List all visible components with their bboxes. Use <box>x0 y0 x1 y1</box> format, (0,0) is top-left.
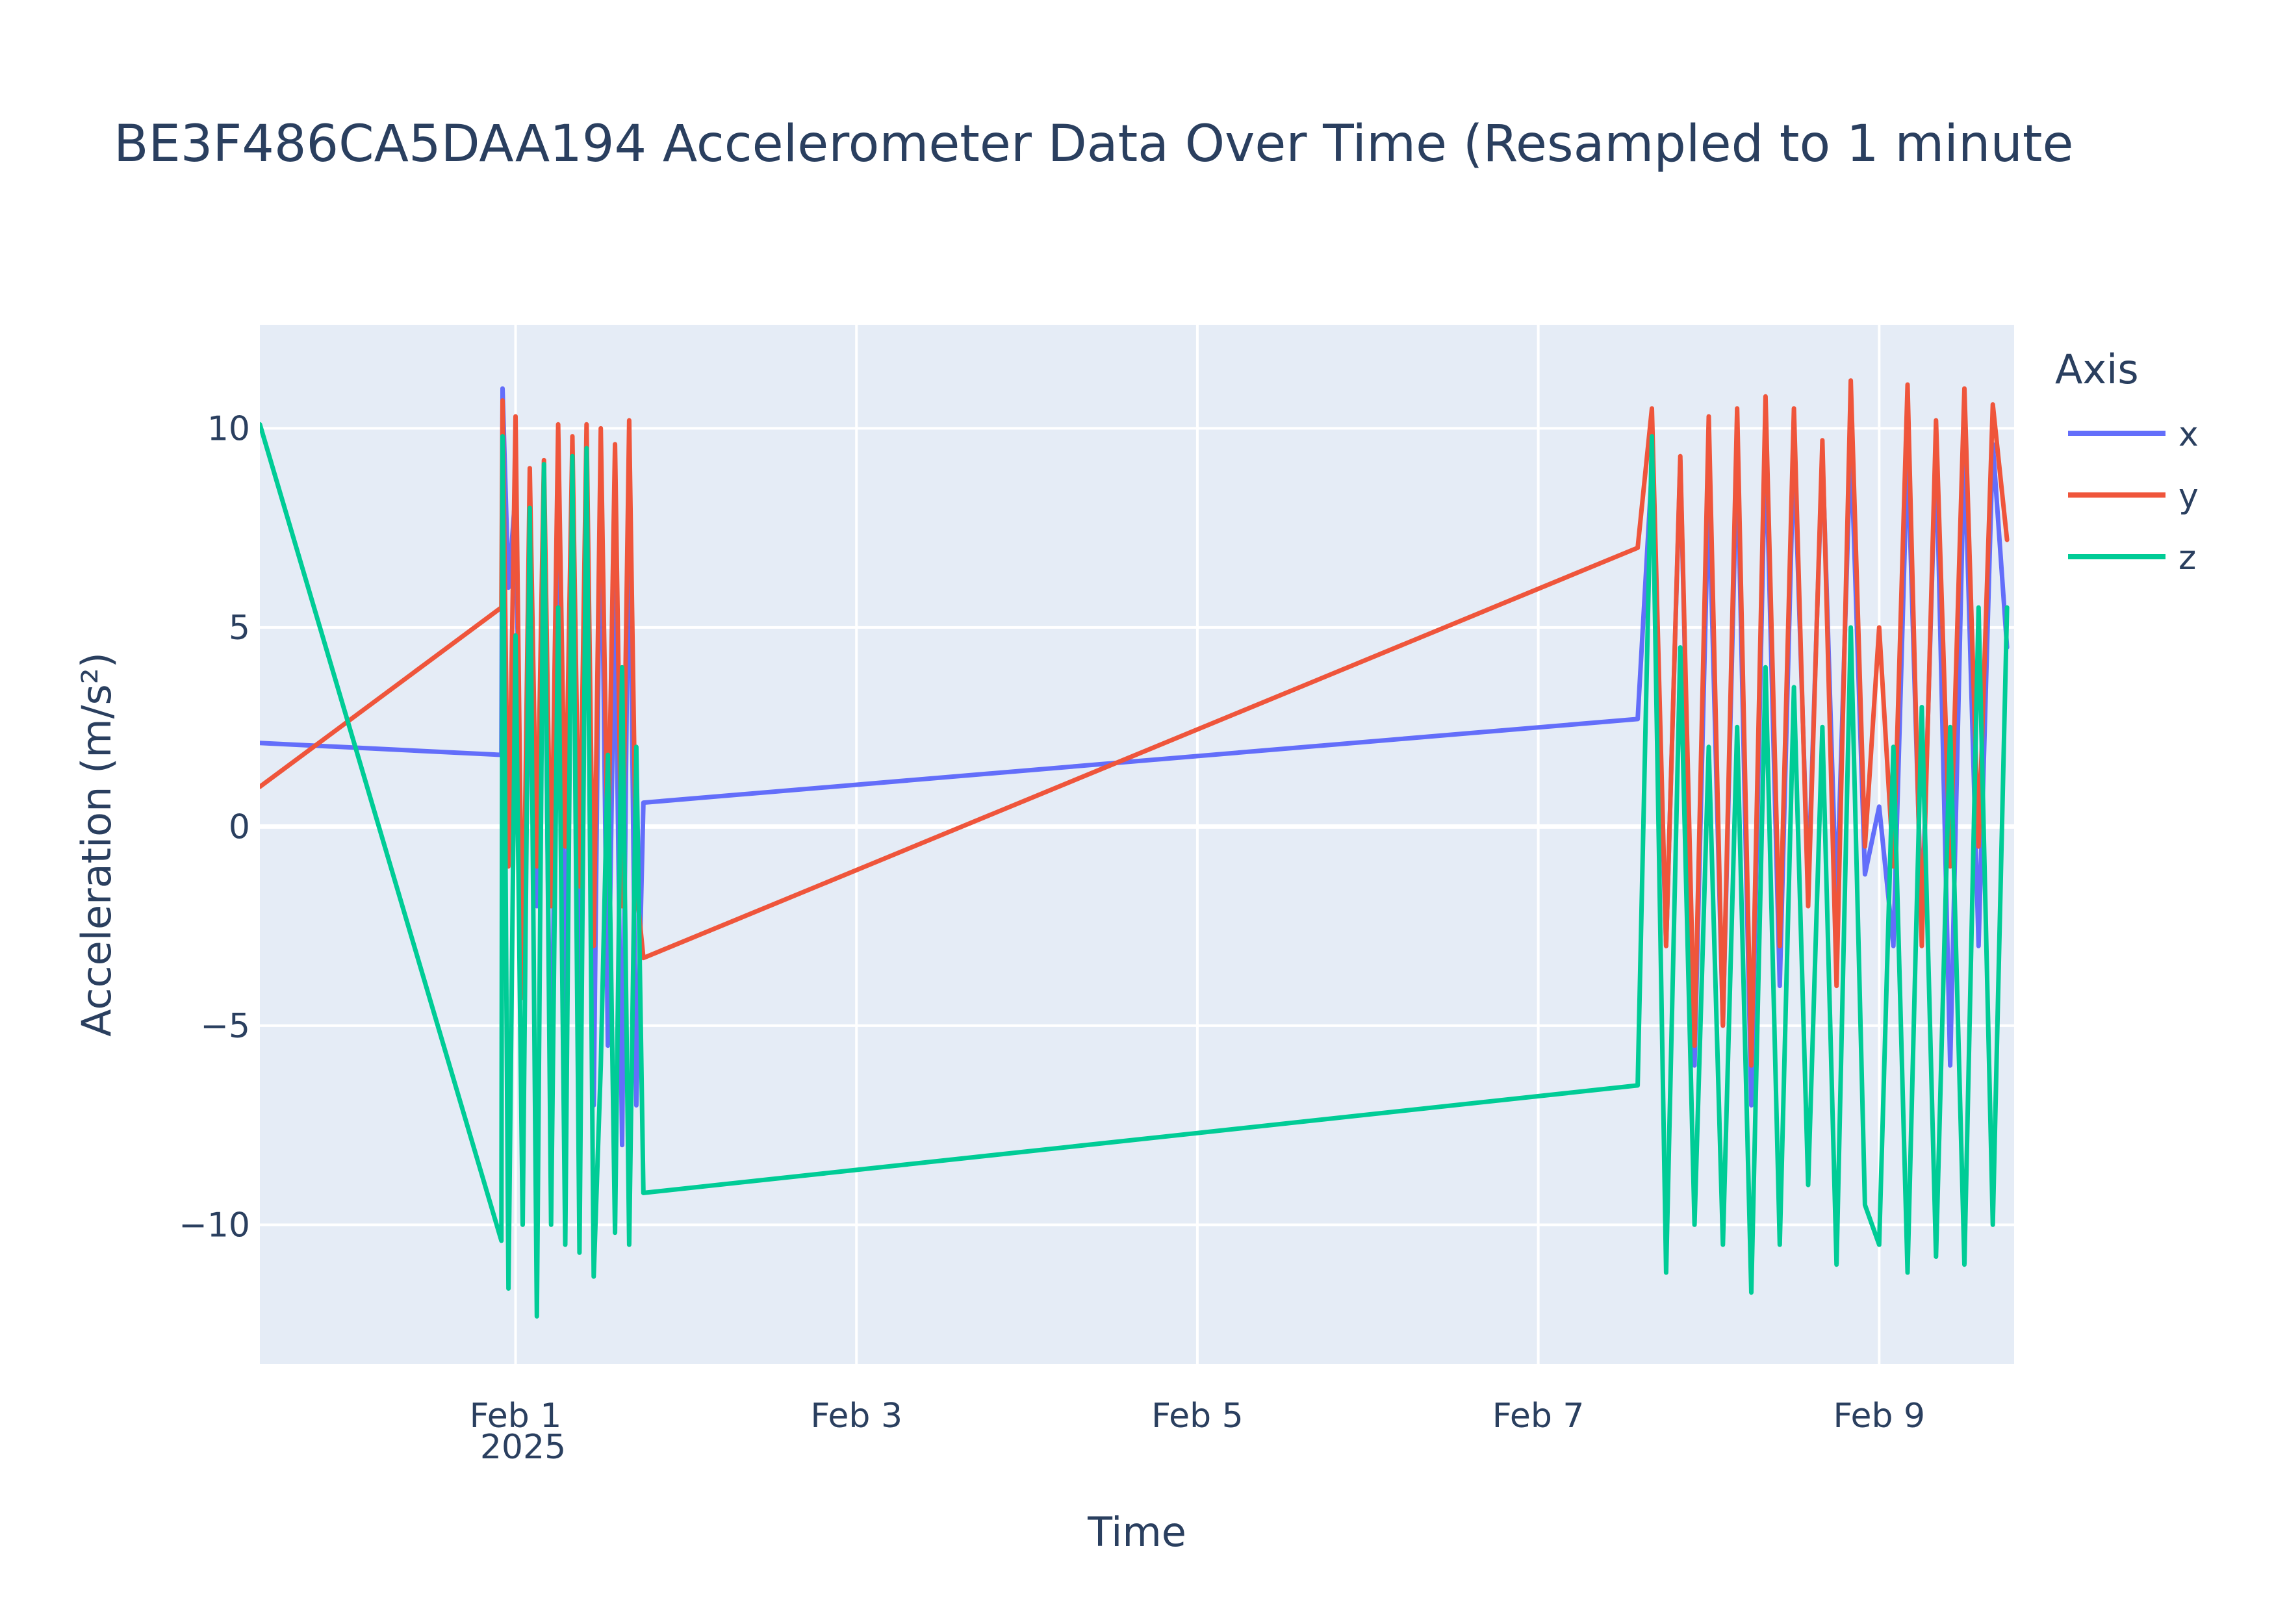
x-tick-label: Feb 1 <box>470 1397 562 1436</box>
y-tick-label: 0 <box>229 807 250 846</box>
legend: Axis xyz <box>2055 346 2199 577</box>
x-tick-label: Feb 3 <box>810 1397 902 1436</box>
x-year-label: 2025 <box>480 1428 566 1467</box>
x-tick-label: Feb 7 <box>1492 1397 1585 1436</box>
y-tick-label: 5 <box>229 609 250 648</box>
y-axis-title: Acceleration (m/s²) <box>73 652 120 1037</box>
legend-label-y: y <box>2178 477 2199 516</box>
y-tick-label: −5 <box>200 1007 250 1046</box>
legend-title: Axis <box>2055 346 2139 393</box>
legend-label-x: x <box>2178 415 2199 454</box>
x-axis-title: Time <box>1087 1508 1186 1556</box>
y-tick-label: 10 <box>207 409 250 448</box>
y-tick-label: −10 <box>179 1206 250 1245</box>
y-tick-labels: 10 5 0 −5 −10 <box>179 409 250 1245</box>
x-tick-labels: Feb 1 Feb 3 Feb 5 Feb 7 Feb 9 <box>470 1397 1925 1436</box>
series-line-z <box>260 422 2010 1319</box>
x-tick-label: Feb 5 <box>1151 1397 1244 1436</box>
chart-title: BE3F486CA5DAA194 Accelerometer Data Over… <box>114 115 2073 173</box>
x-tick-label: Feb 9 <box>1833 1397 1925 1436</box>
legend-label-z: z <box>2178 539 2196 577</box>
series-layer <box>260 378 2010 1319</box>
